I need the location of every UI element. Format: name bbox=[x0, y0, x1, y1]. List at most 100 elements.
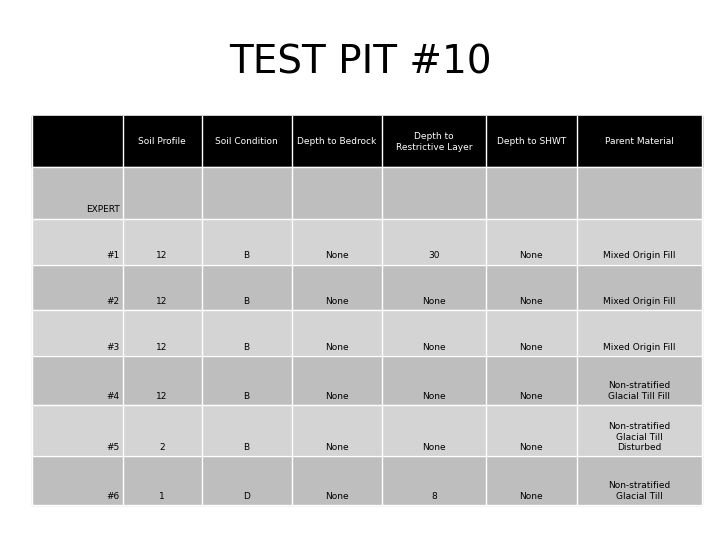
Text: None: None bbox=[325, 491, 348, 501]
Text: Non-stratified
Glacial Till Fill: Non-stratified Glacial Till Fill bbox=[608, 381, 670, 401]
Text: TEST PIT #10: TEST PIT #10 bbox=[229, 43, 491, 81]
Bar bbox=[32, 456, 122, 505]
Bar bbox=[122, 310, 202, 356]
Text: D: D bbox=[243, 491, 250, 501]
Bar bbox=[292, 167, 382, 219]
Bar bbox=[382, 310, 486, 356]
Bar bbox=[32, 116, 122, 167]
Bar bbox=[292, 116, 382, 167]
Bar bbox=[382, 265, 486, 310]
Text: #4: #4 bbox=[107, 392, 120, 401]
Text: 12: 12 bbox=[156, 392, 168, 401]
Bar bbox=[382, 456, 486, 505]
Bar bbox=[382, 219, 486, 265]
Text: 1: 1 bbox=[159, 491, 165, 501]
Text: Parent Material: Parent Material bbox=[605, 137, 674, 146]
Bar bbox=[292, 265, 382, 310]
Text: 12: 12 bbox=[156, 297, 168, 306]
Text: None: None bbox=[423, 392, 446, 401]
Text: None: None bbox=[520, 491, 544, 501]
Text: None: None bbox=[520, 343, 544, 352]
Bar bbox=[577, 310, 702, 356]
Bar bbox=[122, 456, 202, 505]
Bar bbox=[202, 356, 292, 405]
Bar bbox=[292, 219, 382, 265]
Text: B: B bbox=[243, 297, 250, 306]
Bar bbox=[577, 219, 702, 265]
Text: Depth to SHWT: Depth to SHWT bbox=[497, 137, 566, 146]
Text: #6: #6 bbox=[107, 491, 120, 501]
Bar bbox=[32, 167, 122, 219]
Text: B: B bbox=[243, 251, 250, 260]
Bar bbox=[292, 405, 382, 456]
Bar bbox=[486, 219, 577, 265]
Text: None: None bbox=[325, 392, 348, 401]
Text: B: B bbox=[243, 443, 250, 452]
Text: Soil Condition: Soil Condition bbox=[215, 137, 278, 146]
Bar bbox=[382, 356, 486, 405]
Text: None: None bbox=[325, 251, 348, 260]
Bar bbox=[486, 116, 577, 167]
Text: None: None bbox=[423, 443, 446, 452]
Bar bbox=[486, 356, 577, 405]
Bar bbox=[32, 265, 122, 310]
Bar bbox=[577, 265, 702, 310]
Bar bbox=[382, 405, 486, 456]
Bar bbox=[202, 167, 292, 219]
Text: None: None bbox=[520, 251, 544, 260]
Bar bbox=[486, 405, 577, 456]
Text: None: None bbox=[325, 343, 348, 352]
Bar bbox=[577, 456, 702, 505]
Text: B: B bbox=[243, 343, 250, 352]
Text: EXPERT: EXPERT bbox=[86, 205, 120, 214]
Bar bbox=[122, 116, 202, 167]
Bar bbox=[122, 405, 202, 456]
Bar bbox=[486, 310, 577, 356]
Bar bbox=[202, 456, 292, 505]
Bar bbox=[32, 356, 122, 405]
Text: 2: 2 bbox=[159, 443, 165, 452]
Bar bbox=[382, 116, 486, 167]
Bar bbox=[292, 356, 382, 405]
Text: Depth to
Restrictive Layer: Depth to Restrictive Layer bbox=[396, 132, 472, 152]
Text: Mixed Origin Fill: Mixed Origin Fill bbox=[603, 251, 675, 260]
Bar bbox=[202, 310, 292, 356]
Bar bbox=[382, 167, 486, 219]
Bar bbox=[486, 456, 577, 505]
Bar bbox=[32, 310, 122, 356]
Text: Depth to Bedrock: Depth to Bedrock bbox=[297, 137, 377, 146]
Text: Non-stratified
Glacial Till
Disturbed: Non-stratified Glacial Till Disturbed bbox=[608, 422, 670, 452]
Text: #2: #2 bbox=[107, 297, 120, 306]
Bar bbox=[122, 219, 202, 265]
Bar bbox=[486, 265, 577, 310]
Text: None: None bbox=[520, 297, 544, 306]
Bar bbox=[202, 219, 292, 265]
Bar bbox=[32, 405, 122, 456]
Text: None: None bbox=[423, 343, 446, 352]
Text: Soil Profile: Soil Profile bbox=[138, 137, 186, 146]
Text: B: B bbox=[243, 392, 250, 401]
Bar bbox=[486, 167, 577, 219]
Text: Non-stratified
Glacial Till: Non-stratified Glacial Till bbox=[608, 481, 670, 501]
Bar bbox=[202, 116, 292, 167]
Bar bbox=[577, 167, 702, 219]
Bar bbox=[577, 116, 702, 167]
Text: 12: 12 bbox=[156, 251, 168, 260]
Bar bbox=[202, 265, 292, 310]
Text: #5: #5 bbox=[107, 443, 120, 452]
Bar bbox=[292, 456, 382, 505]
Bar bbox=[577, 356, 702, 405]
Bar bbox=[577, 405, 702, 456]
Text: 30: 30 bbox=[428, 251, 440, 260]
Text: None: None bbox=[520, 392, 544, 401]
Bar bbox=[202, 405, 292, 456]
Bar bbox=[122, 167, 202, 219]
Text: 12: 12 bbox=[156, 343, 168, 352]
Text: Mixed Origin Fill: Mixed Origin Fill bbox=[603, 343, 675, 352]
Text: #3: #3 bbox=[107, 343, 120, 352]
Text: Mixed Origin Fill: Mixed Origin Fill bbox=[603, 297, 675, 306]
Text: 8: 8 bbox=[431, 491, 437, 501]
Bar bbox=[122, 356, 202, 405]
Text: None: None bbox=[520, 443, 544, 452]
Bar bbox=[122, 265, 202, 310]
